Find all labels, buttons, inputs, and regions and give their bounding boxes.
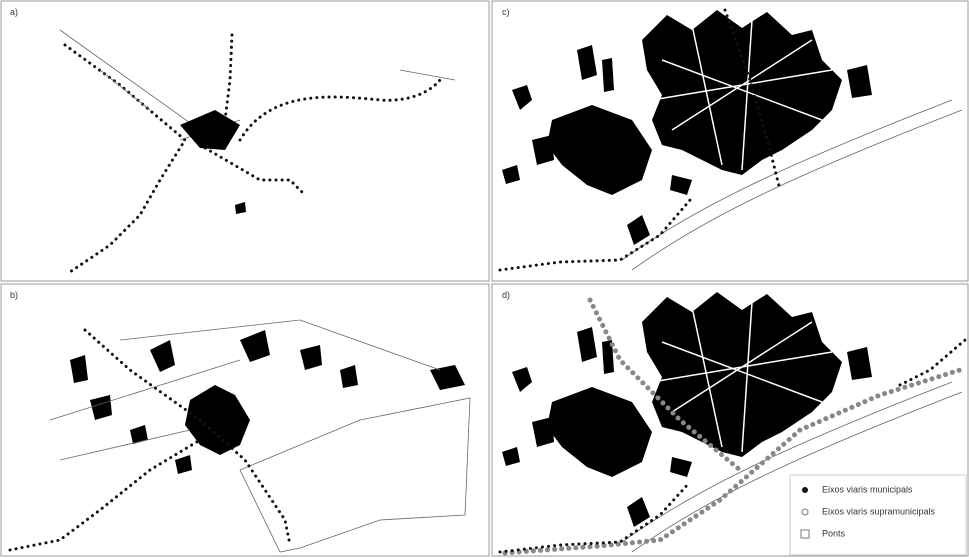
legend-label: Eixos viaris municipals [822,484,913,494]
panel-c: c) [492,1,968,281]
legend-label: Ponts [822,528,846,538]
panel-label: d) [502,290,510,300]
legend: Eixos viaris municipals Eixos viaris sup… [790,475,966,555]
panel-label: a) [10,7,18,17]
figure: a) c) b) d) Eixos [0,0,969,558]
panel-b: b) [1,284,489,556]
panel-a: a) [1,1,489,281]
panel-label: c) [502,7,510,17]
panel-d: d) Eixos viaris municipals Eixos viaris … [492,284,968,556]
legend-label: Eixos viaris supramunicipals [822,506,936,516]
panel-label: b) [10,290,18,300]
